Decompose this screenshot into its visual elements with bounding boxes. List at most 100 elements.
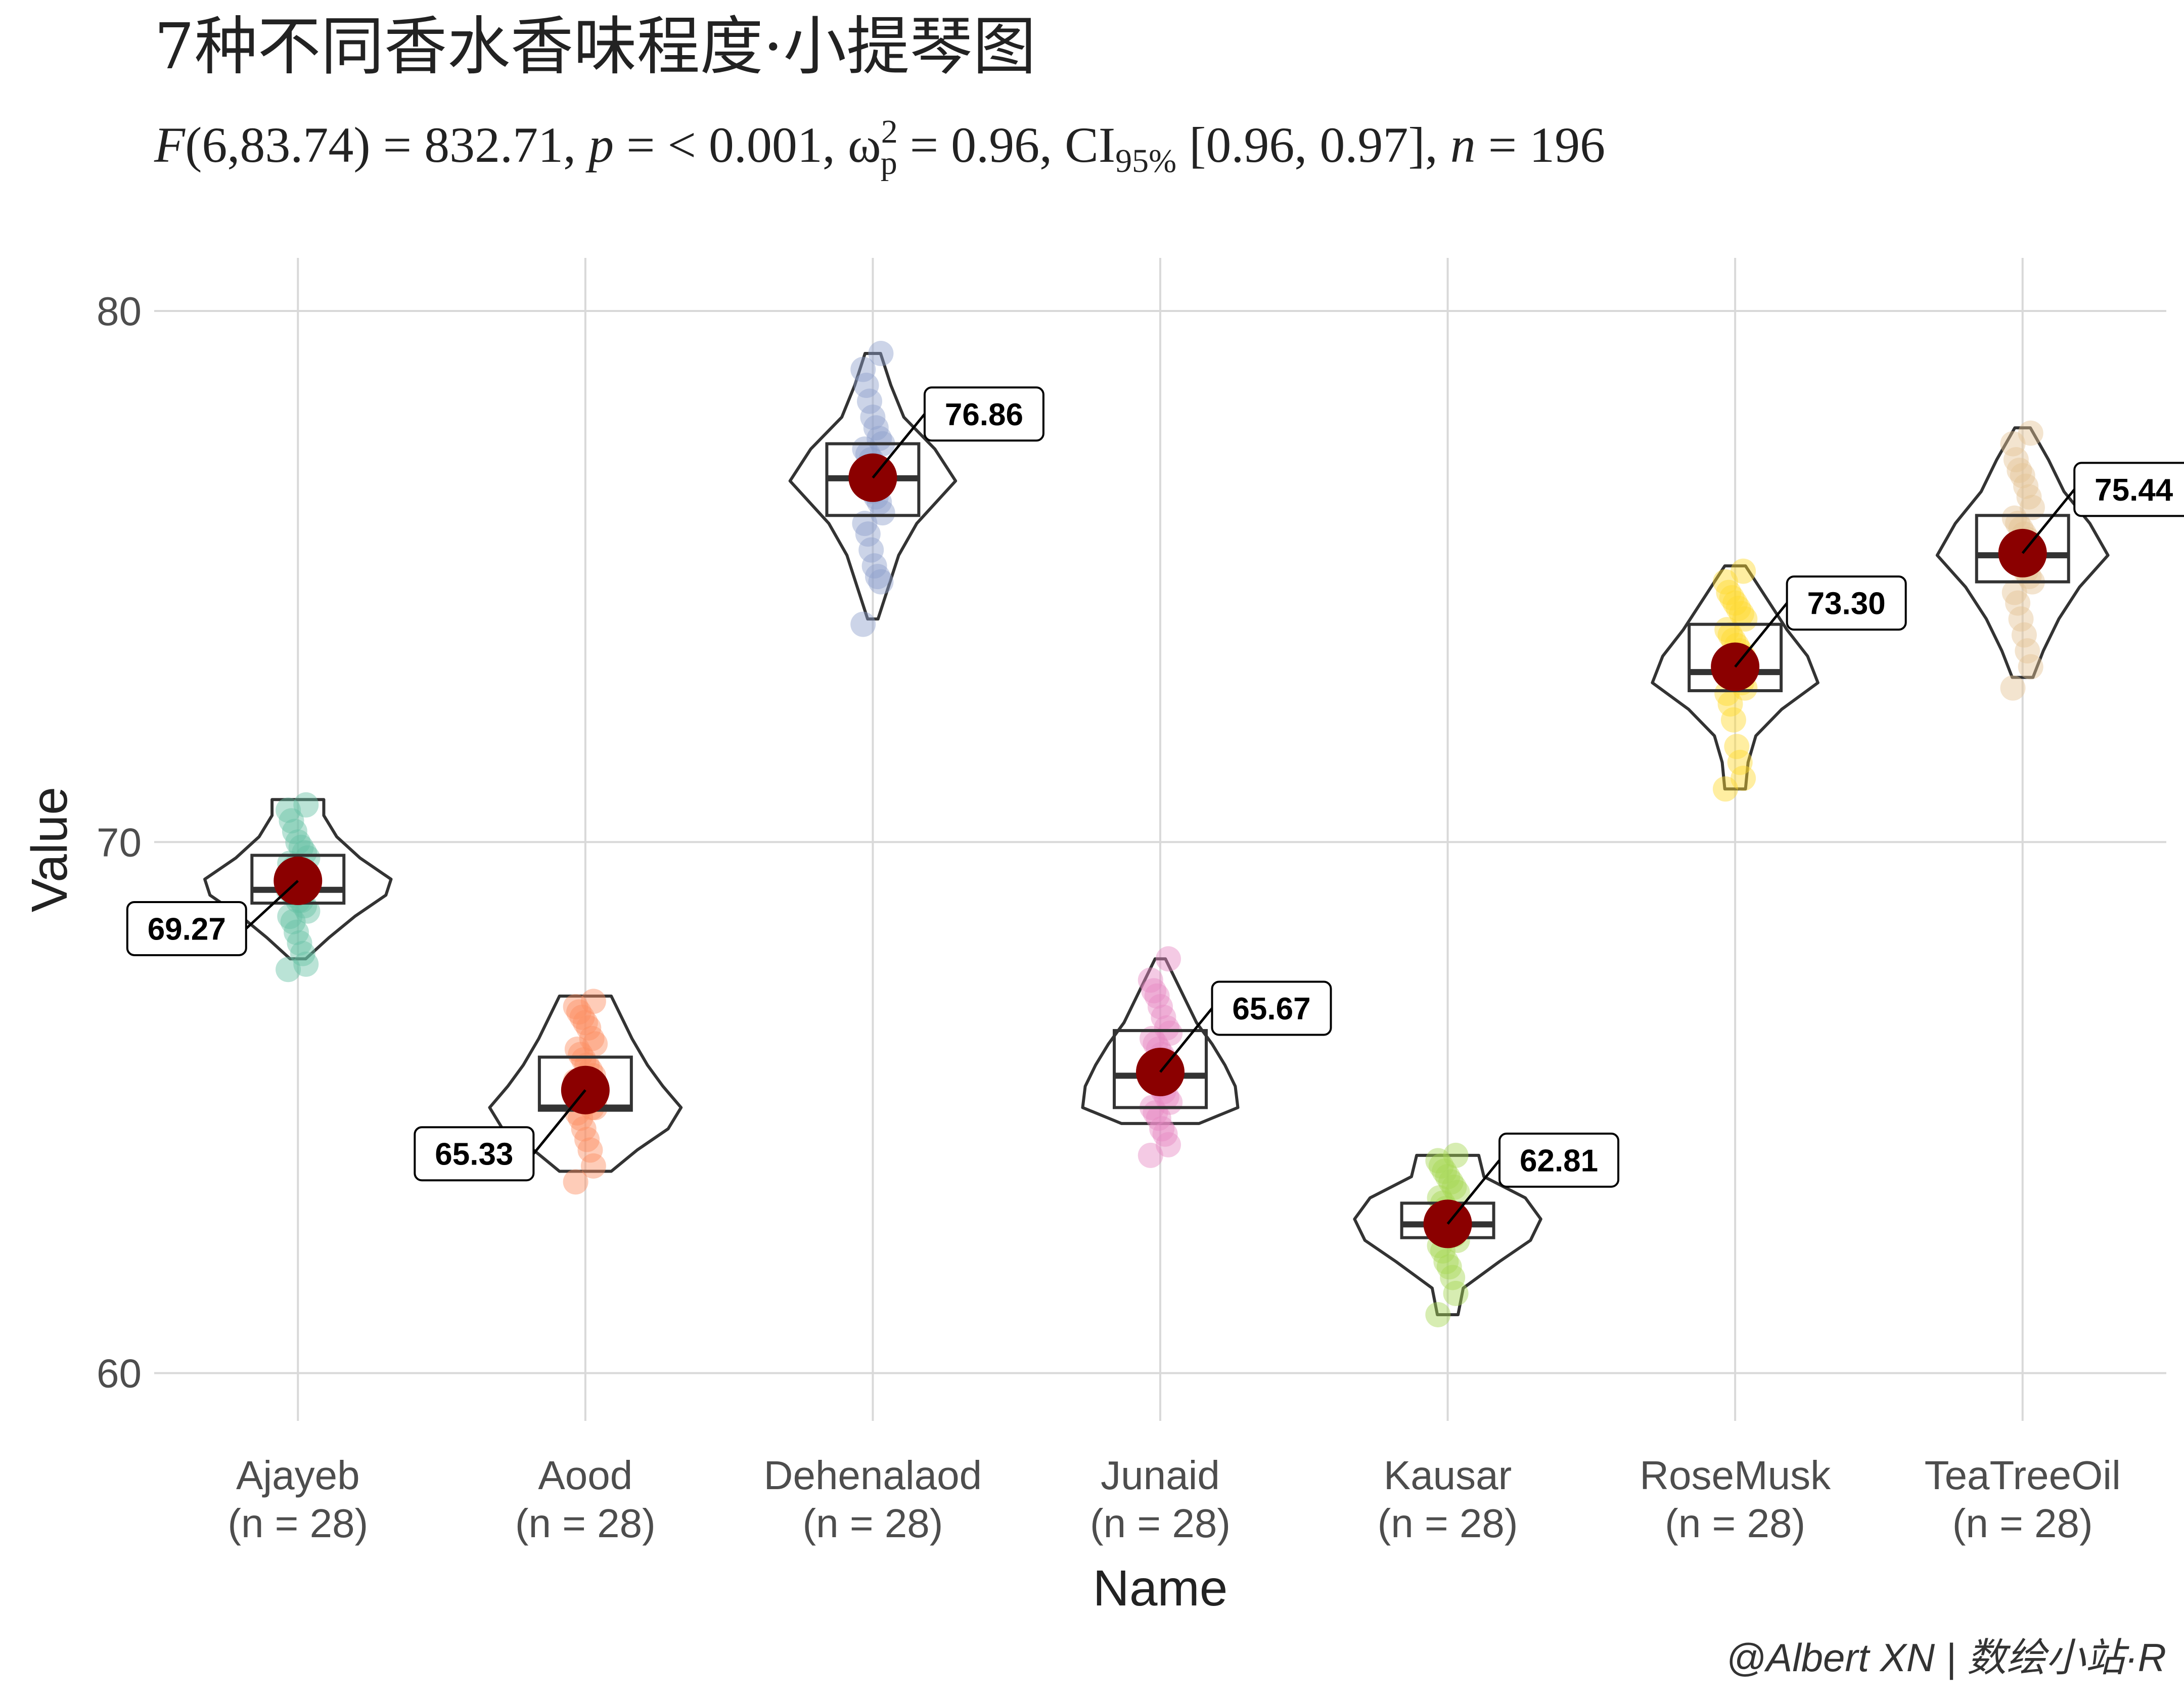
- mean-label-text: 62.81: [1520, 1143, 1598, 1178]
- data-point: [574, 1127, 600, 1152]
- data-point: [1156, 946, 1181, 972]
- x-tick-label: RoseMusk: [1640, 1453, 1831, 1498]
- mean-label-box: [1498, 1132, 1620, 1188]
- group-teatreeoil: 75.44: [1935, 420, 2184, 701]
- data-point: [1719, 585, 1745, 611]
- data-point: [571, 1116, 597, 1142]
- data-point: [1440, 1265, 1466, 1290]
- data-point: [282, 819, 307, 844]
- data-point: [868, 569, 894, 595]
- data-point: [1731, 558, 1756, 584]
- data-point: [1712, 776, 1738, 802]
- data-point: [566, 999, 592, 1025]
- y-tick-label: 70: [97, 820, 142, 865]
- data-point: [1441, 1174, 1467, 1200]
- data-point: [288, 834, 314, 860]
- data-point: [1432, 1158, 1458, 1184]
- violin-outline: [1651, 564, 1819, 791]
- data-point: [2000, 675, 2026, 701]
- data-point: [1438, 1169, 1464, 1195]
- x-tick-label: Ajayeb: [236, 1453, 360, 1498]
- data-point: [2001, 505, 2027, 531]
- y-tick-label: 60: [97, 1351, 142, 1396]
- data-point: [2010, 463, 2035, 488]
- data-point: [1717, 622, 1743, 648]
- data-point: [868, 341, 894, 367]
- data-point: [1138, 967, 1163, 993]
- x-tick-n-label: (n = 28): [228, 1501, 368, 1546]
- data-point: [1154, 1015, 1179, 1041]
- data-point: [2018, 420, 2043, 446]
- data-point: [1716, 579, 1742, 605]
- data-point: [860, 405, 886, 430]
- data-point: [580, 989, 606, 1014]
- data-point: [2000, 431, 2026, 457]
- mean-label-text: 75.44: [2095, 473, 2173, 508]
- plot-groups: 69.27 65.33 76.86 65.67 62.81 73.30 75.44: [126, 341, 2184, 1327]
- data-point: [1149, 1116, 1175, 1142]
- mean-label-text: 76.86: [945, 397, 1023, 432]
- chart-title: 7种不同香水香味程度·小提琴图: [154, 10, 1036, 83]
- mean-label-leader: [872, 413, 926, 479]
- mean-label-text: 65.33: [435, 1137, 513, 1172]
- data-point: [276, 797, 301, 823]
- box: [1113, 1029, 1208, 1109]
- data-point: [1146, 1105, 1171, 1131]
- mean-label-leader: [1734, 602, 1788, 668]
- data-point: [1152, 1121, 1178, 1147]
- data-point: [1720, 707, 1746, 733]
- data-point: [1428, 1153, 1454, 1179]
- data-point: [571, 1047, 597, 1072]
- data-point: [1722, 590, 1748, 616]
- data-point: [2005, 590, 2031, 616]
- x-axis-title: Name: [1093, 1560, 1228, 1617]
- data-point: [1141, 978, 1167, 1004]
- data-point: [1443, 1280, 1469, 1306]
- data-point: [1444, 1180, 1470, 1205]
- data-point: [863, 415, 889, 441]
- x-tick-label: Junaid: [1101, 1453, 1220, 1498]
- mean-label-leader: [1159, 1007, 1213, 1073]
- x-tick-label: TeaTreeOil: [1925, 1453, 2121, 1498]
- x-tick-n-label: (n = 28): [1952, 1501, 2093, 1546]
- data-point: [279, 808, 304, 834]
- mean-label-text: 69.27: [148, 912, 226, 947]
- data-point: [852, 511, 878, 536]
- chart-subtitle: F(6,83.74) = 832.71, p = < 0.001, ω2 p = …: [154, 113, 1605, 182]
- data-point: [1140, 1025, 1165, 1051]
- data-point: [293, 792, 319, 818]
- mean-label-leader: [245, 880, 299, 930]
- data-point: [276, 957, 301, 982]
- data-point: [2018, 654, 2043, 680]
- data-point: [2007, 458, 2032, 483]
- box: [1975, 514, 2070, 584]
- data-point: [850, 356, 876, 382]
- data-point: [2019, 495, 2045, 520]
- data-point: [865, 564, 891, 590]
- data-point: [2001, 579, 2027, 605]
- data-point: [850, 611, 876, 637]
- violin-outline: [788, 352, 958, 621]
- mean-label-leader: [532, 1089, 586, 1155]
- data-point: [569, 1004, 595, 1030]
- grid-lines: [154, 258, 2166, 1421]
- data-point: [563, 1169, 588, 1195]
- data-point: [285, 829, 311, 855]
- data-point: [1443, 1142, 1469, 1168]
- chart-caption: @Albert XN | 数绘小站·R: [1726, 1635, 2166, 1680]
- data-point: [579, 1025, 605, 1051]
- x-tick-label: Aood: [538, 1453, 632, 1498]
- group-ajayeb: 69.27: [126, 792, 393, 982]
- data-point: [861, 553, 887, 579]
- data-point: [290, 941, 315, 966]
- x-axis-ticks: Ajayeb(n = 28)Aood(n = 28)Dehenalaod(n =…: [228, 1453, 2121, 1546]
- group-junaid: 65.67: [1081, 946, 1332, 1168]
- data-point: [1727, 749, 1753, 775]
- data-point: [855, 521, 881, 547]
- data-point: [576, 1015, 602, 1041]
- mean-label-box: [1211, 980, 1332, 1036]
- data-point: [284, 919, 309, 945]
- data-point: [2013, 473, 2039, 499]
- mean-label-text: 65.67: [1232, 992, 1310, 1026]
- x-tick-n-label: (n = 28): [802, 1501, 943, 1546]
